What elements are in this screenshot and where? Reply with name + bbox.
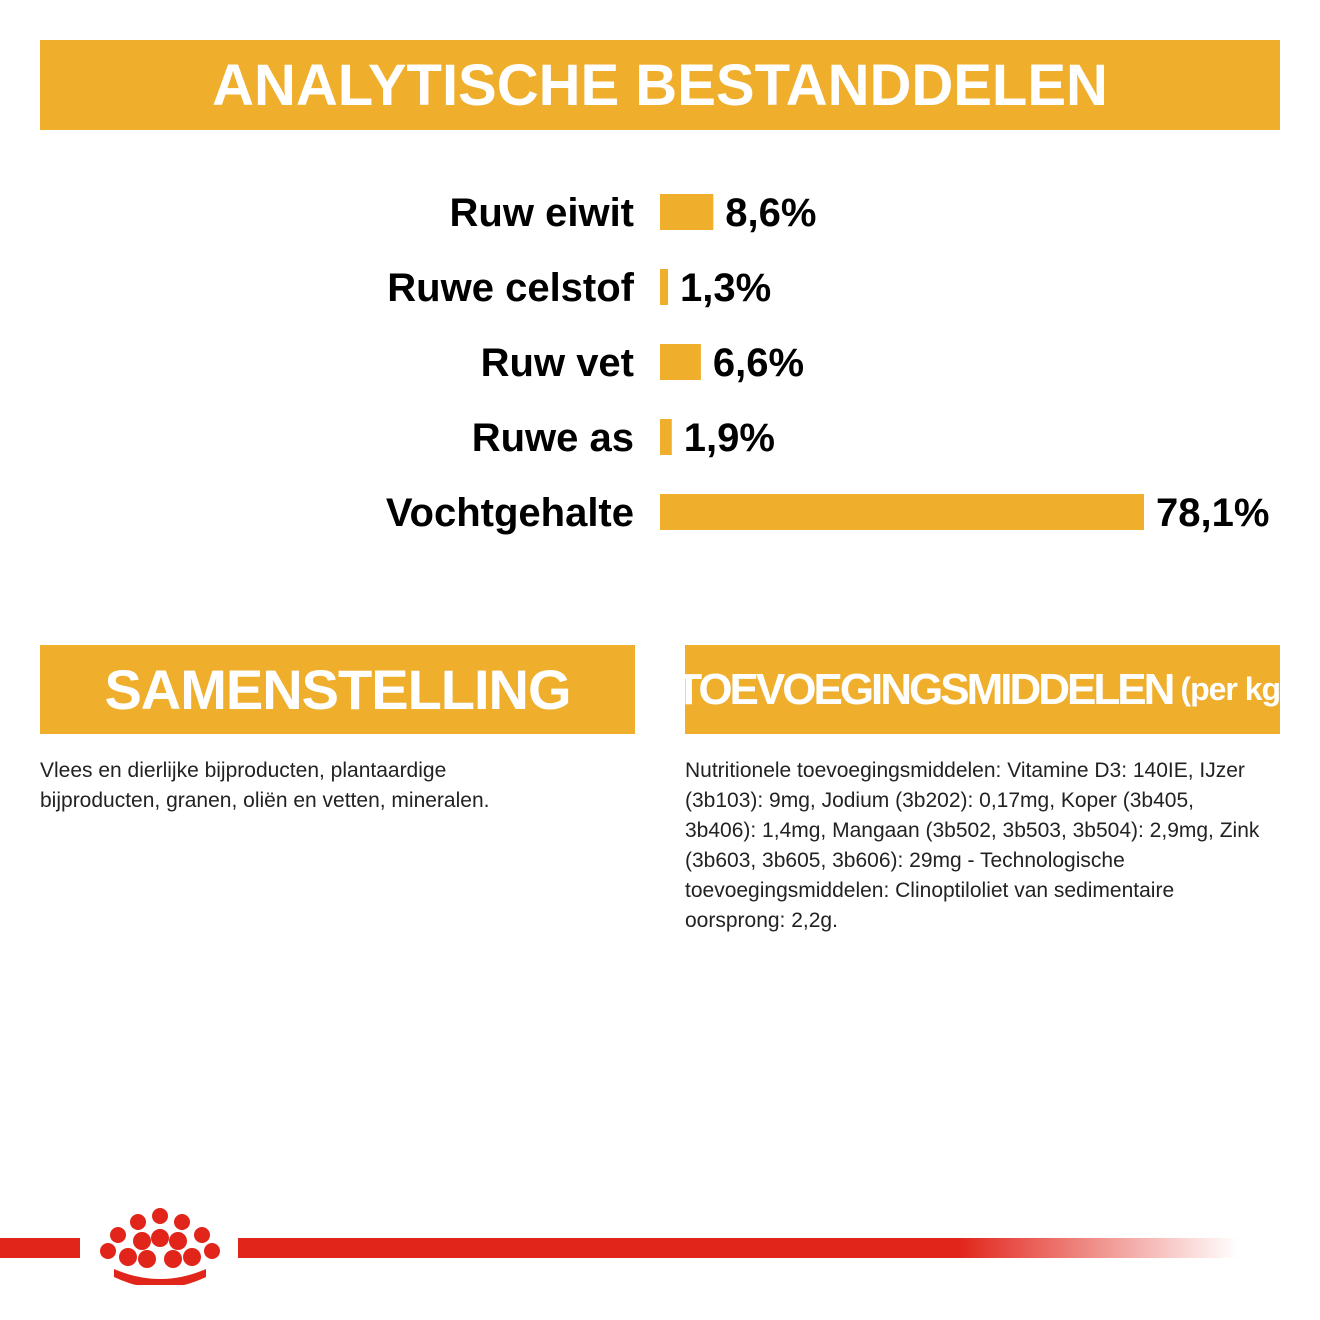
category-label: Ruwe as — [472, 416, 634, 460]
category-label: Ruwe celstof — [387, 266, 634, 310]
value-label: 78,1% — [1156, 491, 1269, 535]
additives-title: TOEVOEGINGSMIDDELEN — [685, 664, 1175, 714]
value-label: 6,6% — [713, 341, 804, 385]
analysis-title-banner: ANALYTISCHE BESTANDDELEN — [40, 40, 1280, 130]
value-label: 1,9% — [684, 416, 775, 460]
crown-icon — [100, 1208, 220, 1285]
category-label: Ruw eiwit — [450, 191, 634, 235]
bar — [660, 419, 672, 455]
composition-text: Vlees en dierlijke bijproducten, plantaa… — [40, 759, 490, 812]
brand-footer — [0, 1208, 1238, 1285]
bar — [660, 494, 1144, 530]
value-label: 8,6% — [725, 191, 816, 235]
analysis-title: ANALYTISCHE BESTANDDELEN — [212, 52, 1108, 118]
additives-title-suffix: (per kg) — [1180, 671, 1280, 707]
bar — [660, 269, 669, 305]
additives-title-banner: TOEVOEGINGSMIDDELEN (per kg) — [685, 645, 1280, 734]
footer-red-line-left — [0, 1238, 80, 1258]
nutrient-bar-chart: Ruw eiwit 8,6% Ruwe celstof 1,3% Ruw vet 6,6%… — [386, 191, 1270, 535]
additives-text: Nutritionele toevoegingsmiddelen: Vitami… — [685, 759, 1260, 932]
footer-red-line-right — [238, 1238, 1238, 1258]
bar — [660, 344, 701, 380]
category-label: Ruw vet — [481, 341, 634, 385]
value-label: 1,3% — [680, 266, 771, 310]
bar — [660, 194, 714, 230]
composition-title: SAMENSTELLING — [104, 658, 571, 721]
composition-title-banner: SAMENSTELLING — [40, 645, 635, 734]
category-label: Vochtgehalte — [386, 491, 634, 535]
